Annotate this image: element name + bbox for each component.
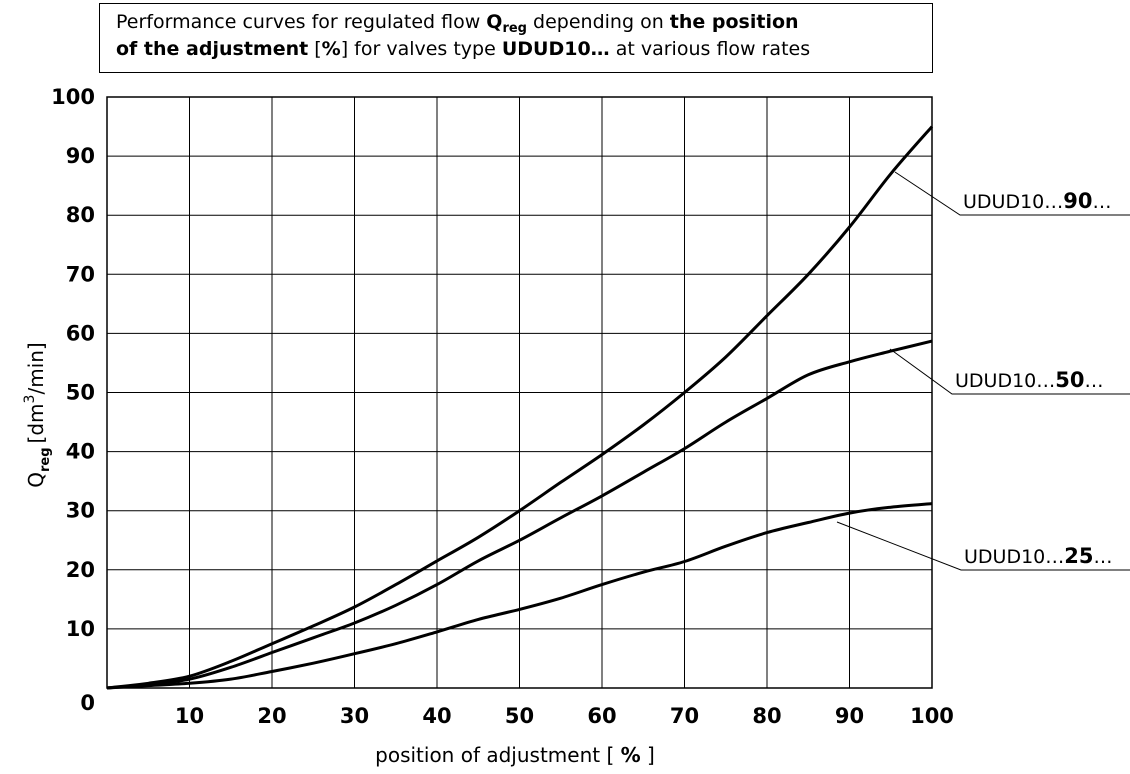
series-line (106, 502, 933, 690)
y-tick-label: 100 (51, 85, 95, 109)
series-label: UDUD10…50… (955, 368, 1104, 392)
y-axis-title: Qreg[dm3/min] (22, 342, 53, 487)
y-tick-label: 50 (66, 381, 95, 405)
series-line (106, 339, 933, 690)
series-callouts: UDUD10…90… UDUD10…50… UDUD10…25… (836, 171, 1130, 571)
y-tick-label: 40 (66, 440, 95, 464)
x-tick-label: 50 (505, 704, 534, 728)
chart-title-box: Performance curves for regulated flow Qr… (99, 3, 933, 73)
x-tick-label: 60 (587, 704, 616, 728)
x-tick-label: 10 (175, 704, 204, 728)
plot-frame (106, 96, 933, 689)
x-axis-title: position of adjustment [ % ] (375, 743, 655, 767)
y-tick-label: 30 (66, 499, 95, 523)
x-tick-label: 40 (422, 704, 451, 728)
x-tick-label: 100 (910, 704, 954, 728)
y-tick-label: 20 (66, 558, 95, 582)
x-tick-label: 70 (670, 704, 699, 728)
y-tick-label: 0 (80, 691, 95, 715)
y-tick-label: 90 (66, 144, 95, 168)
x-tick-label: 80 (752, 704, 781, 728)
callout-leader-line (889, 348, 1130, 395)
x-tick-label: 20 (257, 704, 286, 728)
series-label: UDUD10…25… (964, 544, 1113, 568)
callout-leader-line (836, 521, 1130, 571)
y-tick-label: 70 (66, 262, 95, 286)
x-tick-label: 30 (340, 704, 369, 728)
callout-leader-line (894, 171, 1130, 216)
series-lines (106, 125, 934, 690)
series-line (106, 125, 934, 690)
chart-title-line-1: Performance curves for regulated flow Qr… (116, 11, 799, 36)
y-tick-label: 80 (66, 203, 95, 227)
y-tick-label: 60 (66, 321, 95, 345)
series-label: UDUD10…90… (963, 189, 1112, 213)
x-tick-labels: 10 20 30 40 50 60 70 80 90 100 (175, 704, 954, 728)
y-tick-label: 10 (66, 617, 95, 641)
y-tick-labels: 0 10 20 30 40 50 60 70 80 90 100 (51, 85, 95, 715)
chart-title-line-2: of the adjustment [%] for valves type UD… (116, 38, 811, 60)
grid-lines (107, 96, 933, 689)
x-tick-label: 90 (835, 704, 864, 728)
